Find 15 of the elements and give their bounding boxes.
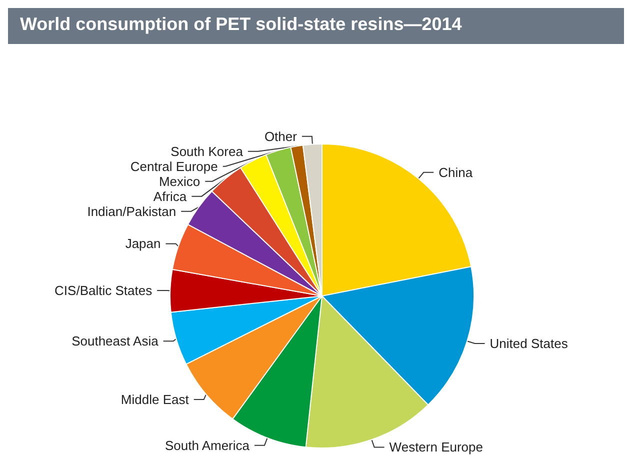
slice-label: Other [264,128,298,144]
slice-label: Middle East [120,392,190,408]
slice-label: China [438,164,474,180]
slice-label: CIS/Baltic States [54,282,153,298]
slice-label: Western Europe [389,440,484,455]
slice-label: South America [164,438,250,453]
slice-label: Central Europe [130,158,218,174]
slice-label: Southeast Asia [72,334,160,349]
chart-title: World consumption of PET solid-state resins—2014 [8,8,624,44]
slice-label: United States [490,336,568,352]
slice-label: South Korea [170,144,244,159]
slice-label: Indian/Pakistan [87,204,176,219]
slice-label: Africa [153,188,188,204]
slice-label: Mexico [158,174,200,189]
slice-label: Japan [125,236,161,252]
